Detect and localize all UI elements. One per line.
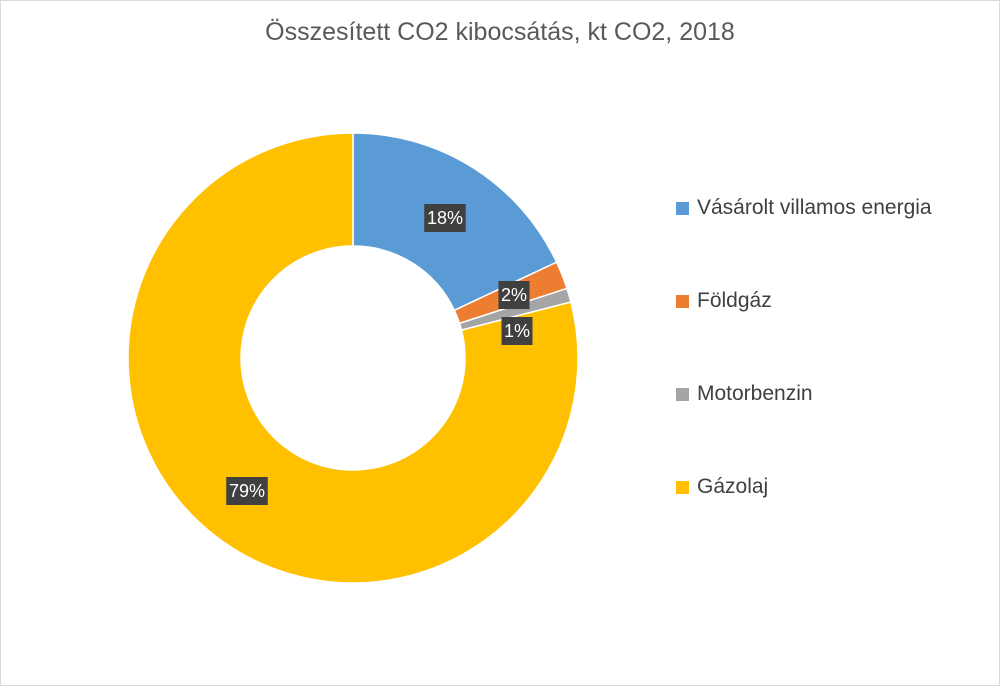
legend-label: Gázolaj [697,475,769,498]
data-label-text: 2% [501,285,527,305]
data-label-0: 18% [424,204,466,232]
legend-label: Vásárolt villamos energia [697,196,932,219]
data-label-3: 79% [226,477,268,505]
data-label-box [501,317,533,345]
data-label-2: 1% [501,317,533,345]
data-label-text: 18% [427,208,463,228]
data-label-text: 79% [229,481,265,501]
data-label-box [424,204,466,232]
legend-swatch [676,388,689,401]
legend-swatch [676,481,689,494]
legend-swatch [676,202,689,215]
data-label-box [226,477,268,505]
chart-title: Összesített CO2 kibocsátás, kt CO2, 2018 [265,18,735,46]
legend-swatch [676,295,689,308]
legend-label: Motorbenzin [697,382,813,405]
data-label-text: 1% [504,321,530,341]
data-label-1: 2% [498,281,530,309]
data-label-box [498,281,530,309]
legend-label: Földgáz [697,289,772,312]
donut-slice-3 [127,132,579,584]
